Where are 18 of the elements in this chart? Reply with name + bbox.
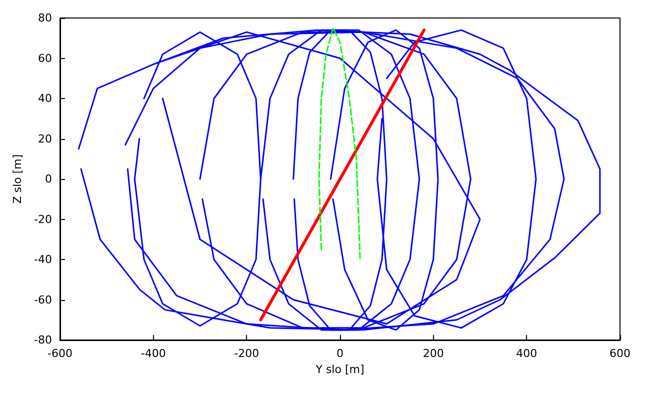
x-tick-label: -600 (48, 347, 72, 360)
x-tick-label: 0 (336, 347, 344, 360)
y-axis-title: Z slo [m] (11, 154, 24, 204)
x-tick-label: 400 (516, 347, 538, 360)
x-tick-label: -400 (140, 347, 166, 360)
y-tick-label: -40 (34, 253, 52, 266)
x-tick-label: -200 (234, 347, 260, 360)
y-tick-label: -60 (34, 293, 52, 306)
x-tick-label: 600 (610, 347, 630, 360)
y-tick-label: -20 (34, 212, 52, 226)
y-tick-label: 20 (38, 132, 52, 146)
x-tick-label: 200 (422, 347, 444, 360)
y-tick-label: -80 (34, 334, 52, 346)
y-tick-label: 60 (38, 52, 52, 65)
y-tick-label: 40 (38, 92, 52, 105)
y-tick-label: 80 (38, 12, 52, 24)
y-tick-label: 0 (45, 172, 52, 186)
x-axis-title: Y slo [m] (314, 362, 364, 376)
